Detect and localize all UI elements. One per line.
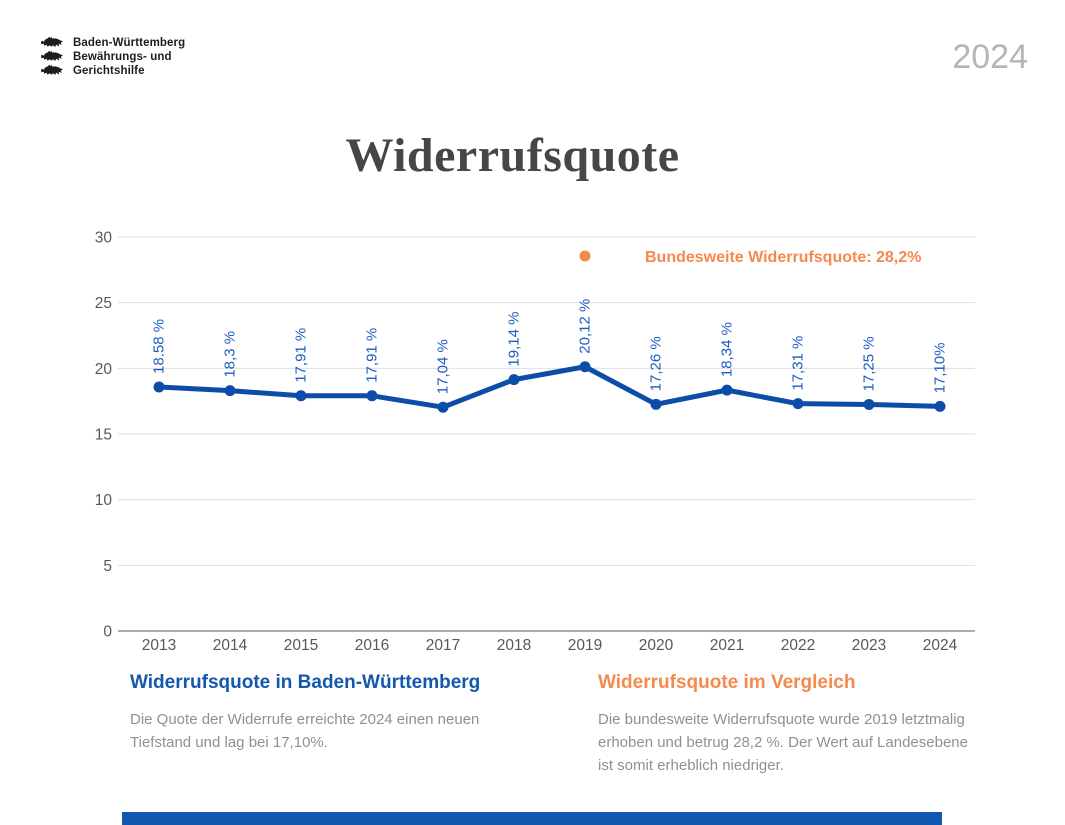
data-point (863, 398, 875, 410)
logo-text: Baden-Württemberg Bewährungs- und Gerich… (73, 36, 185, 78)
svg-text:2018: 2018 (497, 637, 531, 654)
data-point (934, 400, 946, 412)
data-point-label: 18.58 % (151, 319, 168, 374)
data-point-label: 17,31 % (790, 336, 807, 391)
svg-text:2022: 2022 (781, 637, 815, 654)
data-point (792, 398, 804, 410)
svg-text:2017: 2017 (426, 637, 460, 654)
series-line (156, 364, 943, 410)
footer-left-heading: Widerrufsquote in Baden-Württemberg (130, 672, 481, 693)
logo-line-3: Gerichtshilfe (73, 65, 145, 77)
svg-text:2024: 2024 (923, 637, 958, 654)
svg-text:2019: 2019 (568, 637, 602, 654)
footer-section-left: Widerrufsquote in Baden-Württemberg Die … (130, 672, 512, 754)
data-point (721, 384, 733, 396)
data-point-label: 19,14 % (506, 312, 523, 367)
data-point (153, 381, 165, 393)
footer-accent-bar (122, 812, 942, 825)
legend: Bundesweite Widerrufsquote: 28,2% (579, 249, 921, 266)
year-badge: 2024 (952, 38, 1028, 76)
data-point-label: 17,25 % (861, 336, 878, 391)
line-chart: 0 5 10 15 20 25 30 2013 2014 2015 2016 2017 2018 2019… (0, 215, 1065, 670)
bw-logo: Baden-Württemberg Bewährungs- und Gerich… (40, 36, 185, 78)
data-point (579, 361, 591, 373)
data-point (650, 398, 662, 410)
line-chart-svg: 0 5 10 15 20 25 30 2013 2014 2015 2016 2017 2018 2019… (95, 230, 975, 654)
svg-text:30: 30 (95, 230, 113, 247)
data-point (437, 401, 449, 413)
svg-text:2014: 2014 (213, 637, 248, 654)
svg-text:10: 10 (95, 492, 113, 509)
svg-text:2015: 2015 (284, 637, 318, 654)
data-point-label: 17,26 % (648, 336, 665, 391)
svg-text:2013: 2013 (142, 637, 176, 654)
svg-text:2020: 2020 (639, 637, 674, 654)
data-point-label: 17,04 % (435, 339, 452, 394)
svg-text:0: 0 (103, 624, 112, 641)
footer-section-right: Widerrufsquote im Vergleich Die bundeswe… (598, 672, 980, 778)
legend-label: Bundesweite Widerrufsquote: 28,2% (645, 249, 921, 266)
svg-text:2016: 2016 (355, 637, 389, 654)
data-point (295, 390, 307, 402)
legend-dot-icon (579, 250, 591, 262)
data-point-label: 17,91 % (293, 328, 310, 383)
logo-line-2: Bewährungs- und (73, 51, 172, 63)
footer-left-body: Die Quote der Widerrufe erreichte 2024 e… (130, 710, 480, 752)
data-point-label: 20,12 % (577, 299, 594, 354)
svg-text:2021: 2021 (710, 637, 744, 654)
data-point-label: 18,34 % (719, 322, 736, 377)
svg-text:20: 20 (95, 361, 113, 378)
data-point-label: 17,91 % (364, 328, 381, 383)
svg-text:15: 15 (95, 427, 112, 444)
footer-right-heading: Widerrufsquote im Vergleich (598, 672, 856, 693)
gridlines (118, 236, 975, 632)
data-point (366, 390, 378, 402)
data-point (224, 385, 236, 397)
data-point-label: 17,10% (932, 343, 949, 394)
svg-text:25: 25 (95, 295, 112, 312)
page-title: Widerrufsquote (345, 129, 680, 183)
svg-text:5: 5 (103, 558, 112, 575)
three-lions-icon (41, 36, 63, 75)
x-axis-labels: 2013 2014 2015 2016 2017 2018 2019 2020 2021 2022… (142, 637, 958, 654)
footer-right-body: Die bundesweite Widerrufsquote wurde 201… (598, 710, 968, 775)
logo-line-1: Baden-Württemberg (73, 37, 186, 49)
data-point-label: 18,3 % (222, 331, 239, 378)
svg-text:2023: 2023 (852, 637, 886, 654)
data-point (508, 374, 520, 386)
y-axis-labels: 0 5 10 15 20 25 30 (95, 230, 113, 641)
